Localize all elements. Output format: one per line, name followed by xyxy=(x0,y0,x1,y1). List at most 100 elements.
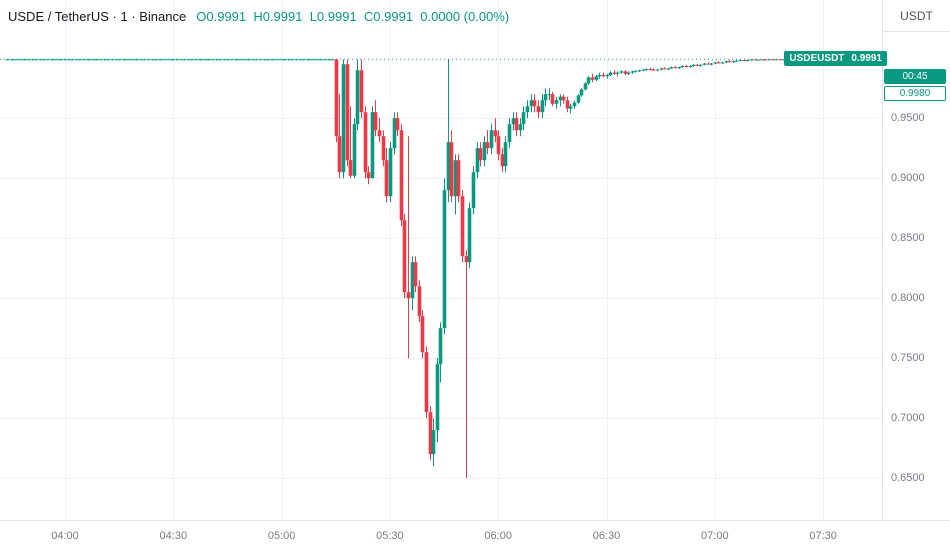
candle-body xyxy=(132,59,137,61)
candle-body xyxy=(778,59,783,61)
candle-body xyxy=(525,106,530,113)
candle-body xyxy=(262,59,267,61)
candle-body xyxy=(9,59,14,61)
candle-body xyxy=(319,59,324,61)
price-axis-label: 0.7500 xyxy=(891,352,925,365)
candle-body xyxy=(334,59,339,137)
symbol-title[interactable]: USDE / TetherUS · 1 · Binance xyxy=(8,9,187,24)
candle-body xyxy=(337,136,342,173)
candle-body xyxy=(594,76,599,80)
candle-body xyxy=(164,59,169,61)
candle-body xyxy=(547,94,552,96)
candle-body xyxy=(157,59,162,61)
candle-body xyxy=(745,60,750,61)
candle-body xyxy=(175,59,180,61)
candle-body xyxy=(677,67,682,69)
candle-body xyxy=(453,160,458,197)
candle-body xyxy=(355,70,360,125)
candle-body xyxy=(189,59,194,61)
candle-body xyxy=(493,130,498,137)
candle-body xyxy=(124,59,129,61)
candle-body xyxy=(395,118,400,131)
candle-body xyxy=(424,352,429,413)
candle-body xyxy=(128,59,133,61)
candle-body xyxy=(254,59,259,61)
candle-body xyxy=(305,59,310,61)
candle-body xyxy=(186,59,191,61)
candle-body xyxy=(565,100,570,109)
candle-body xyxy=(630,71,635,73)
candle-body xyxy=(680,66,685,68)
candle-body xyxy=(280,59,285,61)
candle-body xyxy=(781,59,786,61)
candle-body xyxy=(662,68,667,70)
candle-body xyxy=(20,59,25,61)
price-axis-label: 0.9000 xyxy=(891,172,925,185)
candle-body xyxy=(363,112,368,173)
candle-body xyxy=(435,364,440,431)
bar-countdown-badge: 00:45 xyxy=(884,69,946,85)
candle-body xyxy=(31,59,36,61)
candle-body xyxy=(366,172,371,179)
candle-body xyxy=(258,59,263,61)
candle-body xyxy=(74,59,79,61)
candle-body xyxy=(193,59,198,61)
quote-currency-label[interactable]: USDT xyxy=(883,0,950,32)
candle-body xyxy=(475,148,480,173)
candle-body xyxy=(442,190,447,329)
last-price-badge[interactable]: USDEUSDT 0.9991 xyxy=(784,51,887,67)
candle-body xyxy=(511,118,516,125)
time-axis-label: 07:00 xyxy=(701,530,729,542)
candle-body xyxy=(348,160,353,176)
candle-body xyxy=(641,69,646,71)
candle-body xyxy=(215,59,220,61)
candle-body xyxy=(536,106,541,113)
candle-body xyxy=(633,70,638,72)
time-axis-label: 05:00 xyxy=(267,530,296,542)
candle-body xyxy=(114,59,119,61)
candle-body xyxy=(561,96,566,101)
candle-body xyxy=(160,59,165,61)
candle-body xyxy=(586,77,591,84)
candle-body xyxy=(572,102,577,107)
candle-body xyxy=(121,59,126,61)
candle-body xyxy=(619,71,624,73)
candle-body xyxy=(240,59,245,61)
candle-body xyxy=(38,59,43,61)
candle-body xyxy=(597,75,602,77)
candle-body xyxy=(406,292,411,299)
candle-body xyxy=(413,262,418,287)
candle-body xyxy=(179,59,184,61)
candle-body xyxy=(67,59,72,61)
candle-body xyxy=(576,95,581,103)
time-axis-label: 04:00 xyxy=(51,530,79,542)
candle-body xyxy=(222,59,227,61)
candle-body xyxy=(269,59,274,61)
price-axis-label: 0.7000 xyxy=(891,412,925,425)
candle-body xyxy=(724,61,729,63)
candle-body xyxy=(139,59,144,61)
candle-body xyxy=(5,59,10,61)
candle-body xyxy=(218,59,223,61)
candle-body xyxy=(12,59,17,61)
price-axis-label: 0.8000 xyxy=(891,292,925,305)
candle-body xyxy=(244,59,249,61)
candle-body xyxy=(290,59,295,61)
secondary-price-badge: 0.9980 xyxy=(884,86,946,102)
candle-body xyxy=(529,100,534,107)
candle-body xyxy=(301,59,306,61)
time-axis[interactable]: 04:00 04:30 05:00 05:30 06:00 06:30 07:00 07:30 xyxy=(0,520,950,553)
candle-body xyxy=(482,142,487,161)
candle-body xyxy=(153,59,158,61)
badge-symbol: USDEUSDT xyxy=(789,53,845,65)
candle-body xyxy=(197,59,202,61)
candle-body xyxy=(612,72,617,74)
candle-body xyxy=(554,100,559,104)
candle-body xyxy=(485,142,490,149)
candle-body xyxy=(731,61,736,63)
candle-body xyxy=(229,59,234,61)
candle-body xyxy=(709,63,714,65)
candle-body xyxy=(623,71,628,74)
